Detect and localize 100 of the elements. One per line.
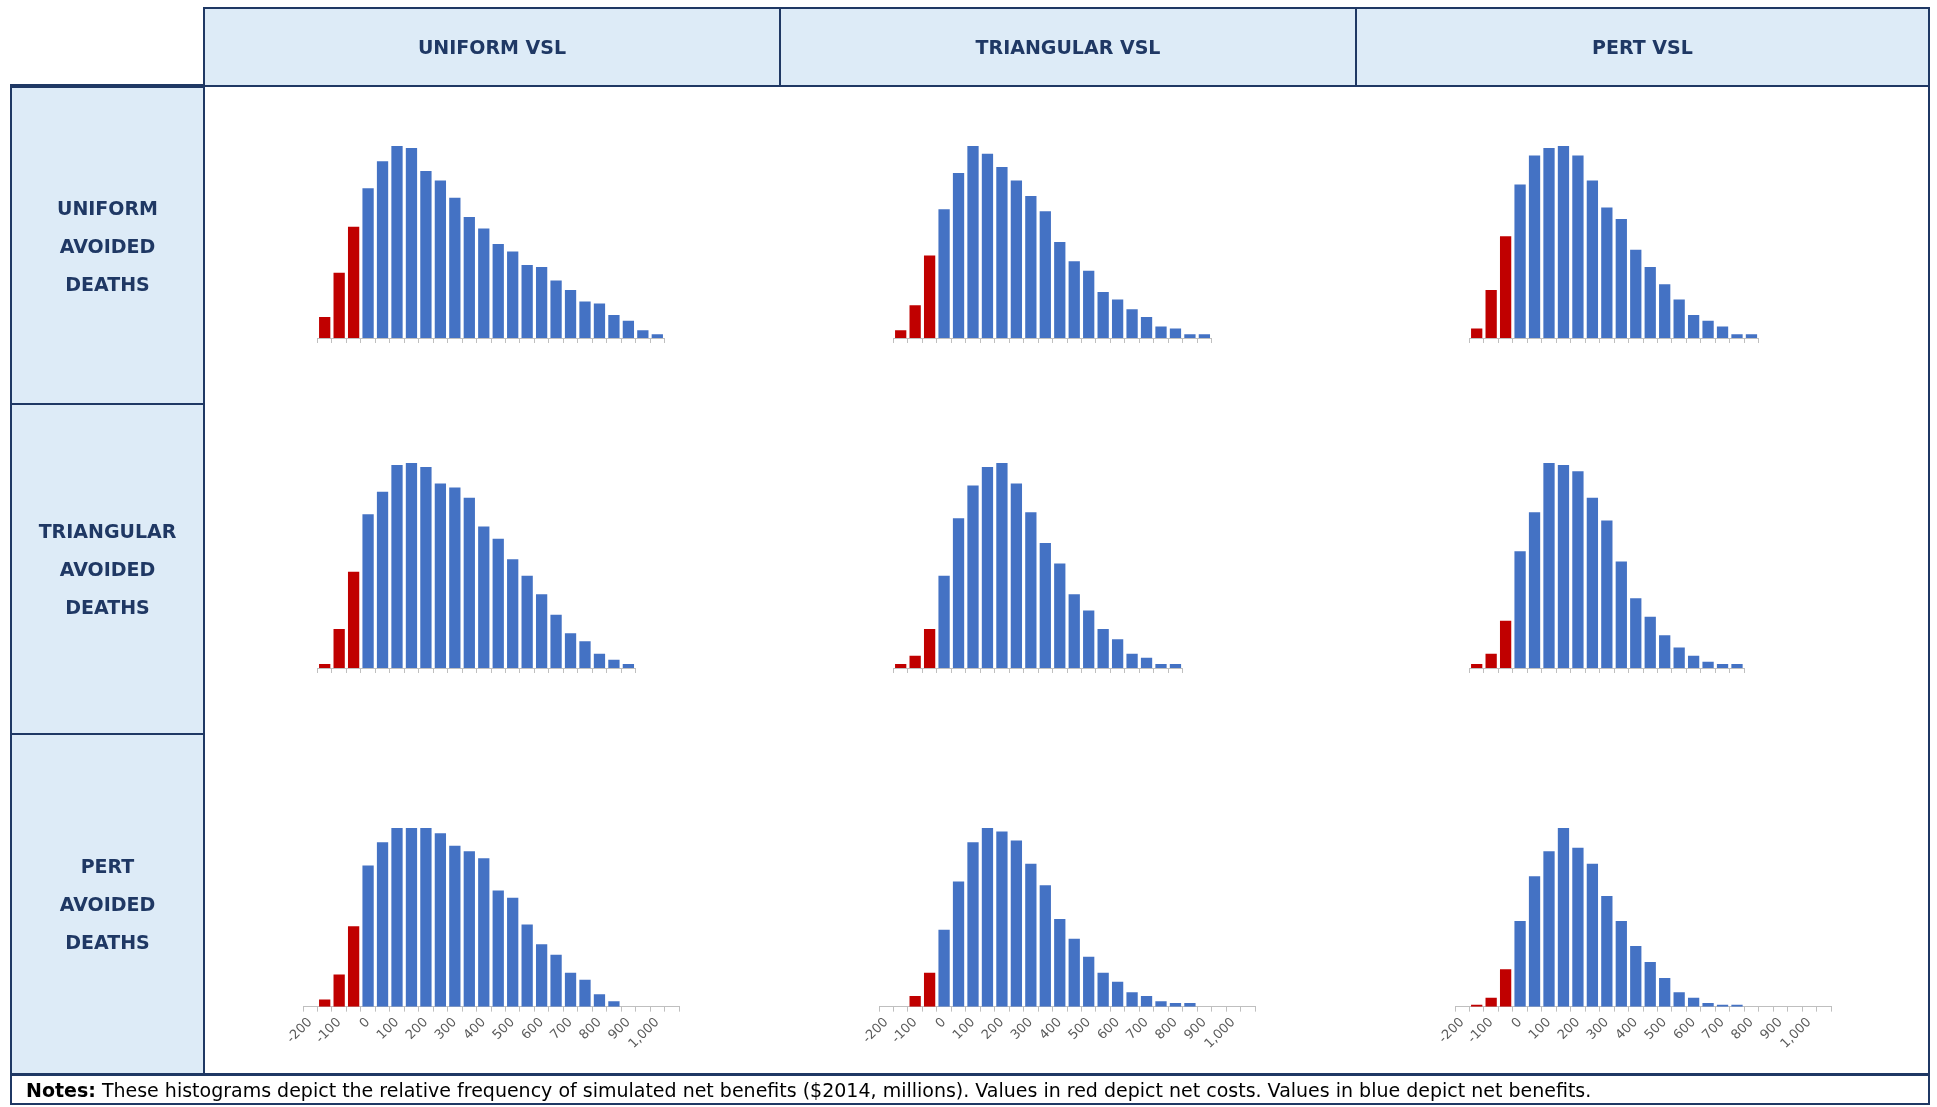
x-tick-label: 600 <box>517 1014 547 1043</box>
bar <box>923 255 936 338</box>
bar <box>507 251 519 338</box>
bar <box>981 828 994 1007</box>
bar <box>1586 497 1599 668</box>
bar <box>376 842 389 1007</box>
bar <box>1054 563 1066 668</box>
bar <box>1083 270 1095 338</box>
x-tick-label: 400 <box>1036 1014 1065 1043</box>
bar <box>492 538 504 668</box>
bar <box>434 180 447 338</box>
bar <box>967 146 979 338</box>
bar <box>981 153 994 338</box>
bar <box>1471 328 1483 338</box>
bar <box>1111 299 1124 338</box>
bar <box>909 305 921 338</box>
x-tick-label: 400 <box>460 1014 489 1043</box>
bar <box>1644 961 1656 1007</box>
bar <box>1039 542 1051 668</box>
bar <box>1068 261 1080 338</box>
bar <box>1615 561 1627 668</box>
bar <box>1586 863 1599 1007</box>
bar <box>1025 512 1037 668</box>
bar <box>507 559 519 668</box>
bar <box>391 146 403 338</box>
x-tick-label: 200 <box>978 1014 1007 1043</box>
bar <box>449 845 461 1007</box>
bar <box>362 188 374 338</box>
bar <box>1111 981 1124 1007</box>
bar <box>967 485 979 668</box>
bar <box>1054 919 1066 1007</box>
bar <box>347 226 360 338</box>
bar <box>362 865 374 1007</box>
bar <box>535 594 548 668</box>
bar <box>391 465 403 668</box>
bar <box>1601 520 1613 668</box>
bar <box>1126 653 1138 668</box>
bar <box>434 483 447 668</box>
y-axis-title: TRIANGULAR AVOIDED DEATHS <box>10 403 205 735</box>
bar <box>952 518 965 668</box>
bar <box>1514 551 1526 668</box>
bar <box>1025 863 1037 1007</box>
bar <box>1111 639 1124 668</box>
bar <box>564 633 577 668</box>
x-tick-label: 600 <box>1669 1014 1699 1043</box>
bar <box>1198 334 1211 338</box>
bar <box>463 497 475 668</box>
bar <box>967 842 979 1007</box>
bar <box>1514 184 1526 338</box>
bar <box>1630 945 1642 1007</box>
bar <box>593 994 606 1007</box>
bar <box>952 172 965 338</box>
bar <box>895 330 907 338</box>
bar <box>1485 653 1497 668</box>
x-tick-label: 200 <box>1554 1014 1583 1043</box>
bar <box>1068 594 1080 668</box>
bar <box>333 272 345 338</box>
bar <box>1155 1001 1167 1007</box>
bar <box>550 280 562 338</box>
x-tick-label: 500 <box>489 1014 518 1043</box>
bar <box>463 217 475 338</box>
bar <box>651 334 663 338</box>
bar <box>923 972 936 1007</box>
x-tick-label: 700 <box>1698 1014 1728 1043</box>
bar <box>981 467 994 668</box>
bar <box>391 828 403 1007</box>
x-tick-label: 700 <box>1122 1014 1152 1043</box>
bar <box>535 266 548 338</box>
bar <box>1054 242 1066 338</box>
bar <box>1702 661 1714 668</box>
bar <box>1140 316 1153 338</box>
x-tick-label: 100 <box>373 1014 402 1043</box>
bar <box>1039 885 1051 1007</box>
x-tick-label: 200 <box>402 1014 431 1043</box>
bar <box>1572 155 1584 338</box>
x-tick-label: 100 <box>949 1014 978 1043</box>
bar <box>938 929 950 1007</box>
bar <box>405 463 418 668</box>
bar <box>593 653 606 668</box>
bar <box>550 954 562 1007</box>
bar <box>463 851 475 1007</box>
bar <box>996 463 1008 668</box>
x-tick-label: 800 <box>1727 1014 1756 1043</box>
bar <box>1586 180 1599 338</box>
bar <box>637 330 649 338</box>
bar <box>1716 326 1729 338</box>
bar <box>1140 657 1153 668</box>
bar <box>319 316 331 338</box>
bar <box>1083 610 1095 668</box>
chart-title: PERT VSL <box>1355 7 1930 87</box>
bar <box>362 514 374 668</box>
bar <box>333 629 345 668</box>
bar <box>347 926 360 1007</box>
bar <box>1169 663 1182 668</box>
bar <box>938 575 950 668</box>
bar <box>952 881 965 1007</box>
bar <box>1557 828 1570 1007</box>
bar <box>1068 938 1080 1007</box>
bar <box>1126 309 1138 338</box>
bar <box>1126 992 1138 1007</box>
